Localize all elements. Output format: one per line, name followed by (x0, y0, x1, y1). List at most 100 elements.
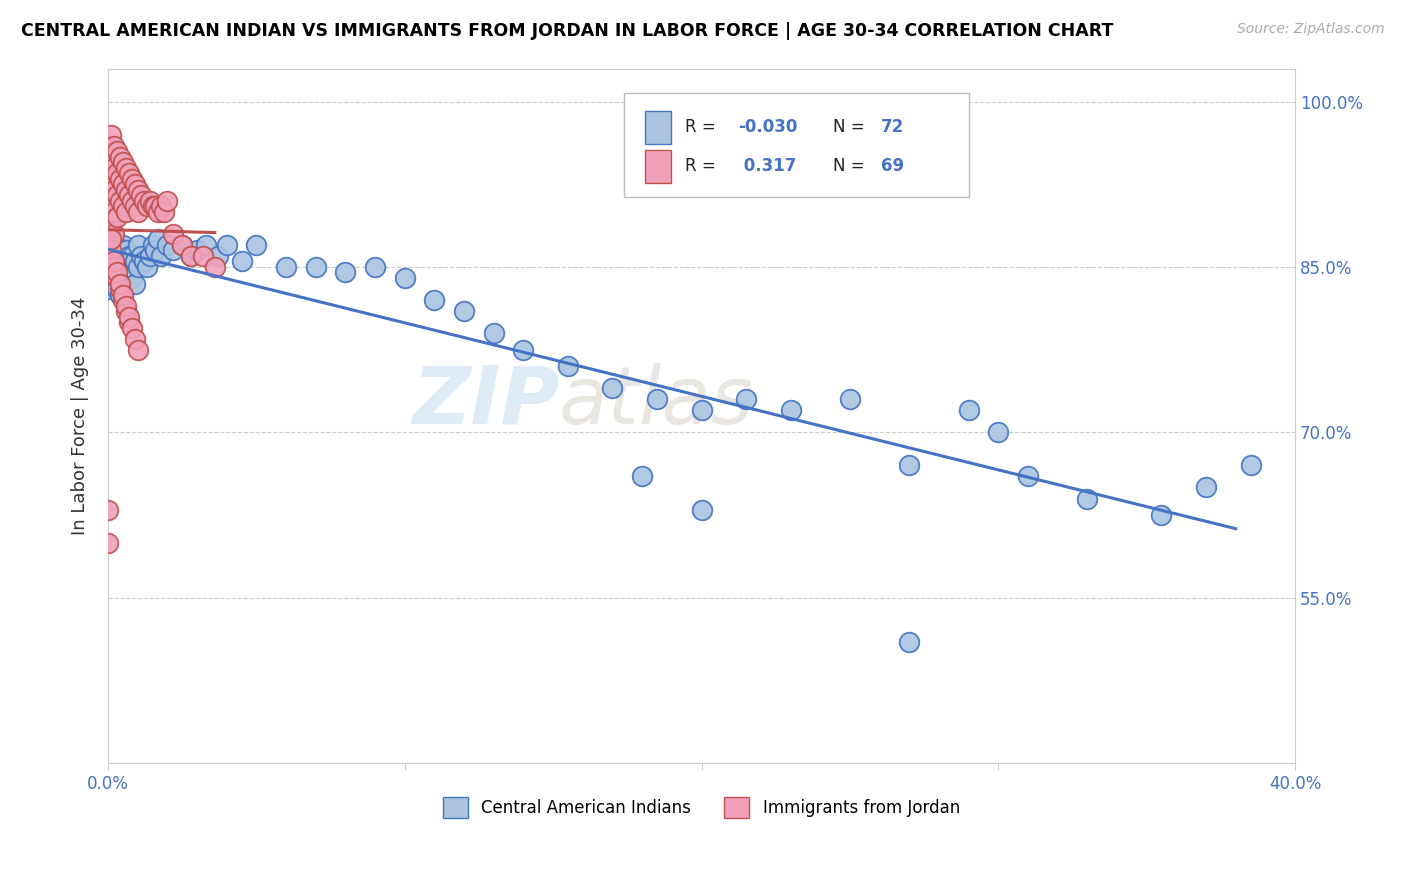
Bar (644, 111, 671, 145)
Point (150, 199, 173, 213)
Point (186, 244, 208, 258)
Point (100, 244, 122, 258)
Point (105, 265, 128, 279)
Point (121, 271, 143, 285)
Y-axis label: In Labor Force | Age 30-34: In Labor Force | Age 30-34 (72, 297, 89, 535)
Point (127, 238, 149, 252)
Point (898, 458, 921, 473)
Point (118, 310, 141, 324)
Point (135, 260, 157, 274)
Point (100, 249, 122, 263)
Point (114, 265, 136, 279)
Point (108, 171, 131, 186)
Text: Source: ZipAtlas.com: Source: ZipAtlas.com (1237, 22, 1385, 37)
Text: R =: R = (685, 119, 721, 136)
Point (97, 502, 120, 516)
Point (103, 205, 125, 219)
Point (97, 535, 120, 549)
Point (121, 194, 143, 208)
Point (114, 183, 136, 197)
Point (111, 155, 134, 169)
Point (162, 227, 184, 241)
Point (100, 232, 122, 246)
Point (1195, 481, 1218, 495)
Point (127, 205, 149, 219)
Text: 0.317: 0.317 (738, 157, 797, 176)
Bar (644, 150, 671, 183)
Point (97, 183, 120, 197)
Point (394, 271, 416, 285)
Point (118, 166, 141, 180)
Point (156, 238, 179, 252)
Point (124, 254, 146, 268)
Point (124, 277, 146, 291)
Point (141, 199, 163, 213)
Point (124, 332, 146, 346)
Point (1076, 491, 1098, 506)
Point (207, 249, 229, 263)
Point (103, 183, 125, 197)
Point (148, 205, 170, 219)
Point (1239, 458, 1261, 473)
Point (1150, 508, 1173, 522)
Point (127, 260, 149, 274)
Point (114, 161, 136, 175)
Point (135, 199, 157, 213)
Text: atlas: atlas (560, 363, 754, 441)
Point (274, 260, 297, 274)
Point (105, 211, 128, 225)
Point (111, 178, 134, 192)
Point (305, 260, 328, 274)
Text: 69: 69 (880, 157, 904, 176)
FancyBboxPatch shape (624, 93, 969, 197)
Point (111, 199, 134, 213)
Point (103, 161, 125, 175)
Point (172, 238, 194, 252)
Point (121, 171, 143, 186)
Point (153, 205, 176, 219)
Point (114, 244, 136, 258)
Point (111, 293, 134, 307)
Point (557, 359, 579, 374)
Point (118, 188, 141, 202)
Point (215, 238, 238, 252)
Point (108, 282, 131, 296)
Point (898, 635, 921, 649)
Point (105, 238, 128, 252)
Point (453, 304, 475, 318)
Point (141, 238, 163, 252)
Point (690, 502, 713, 516)
Point (105, 145, 128, 159)
Point (111, 238, 134, 252)
Point (512, 343, 534, 357)
Point (124, 178, 146, 192)
Point (129, 249, 152, 263)
Point (100, 271, 122, 285)
Point (103, 277, 125, 291)
Point (108, 287, 131, 301)
Point (957, 403, 980, 417)
Point (105, 166, 128, 180)
Point (132, 194, 155, 208)
Point (150, 249, 173, 263)
Point (105, 188, 128, 202)
Text: 72: 72 (880, 119, 904, 136)
Point (103, 254, 125, 268)
Point (194, 238, 217, 252)
Point (111, 260, 134, 274)
Point (172, 238, 194, 252)
Point (121, 249, 143, 263)
Point (145, 244, 167, 258)
Point (121, 320, 143, 334)
Point (191, 249, 214, 263)
Point (127, 183, 149, 197)
Point (105, 260, 128, 274)
Point (108, 277, 131, 291)
Point (108, 244, 131, 258)
Point (138, 249, 160, 263)
Point (118, 271, 141, 285)
Point (108, 194, 131, 208)
Point (97, 138, 120, 153)
Point (114, 304, 136, 318)
Point (97, 260, 120, 274)
